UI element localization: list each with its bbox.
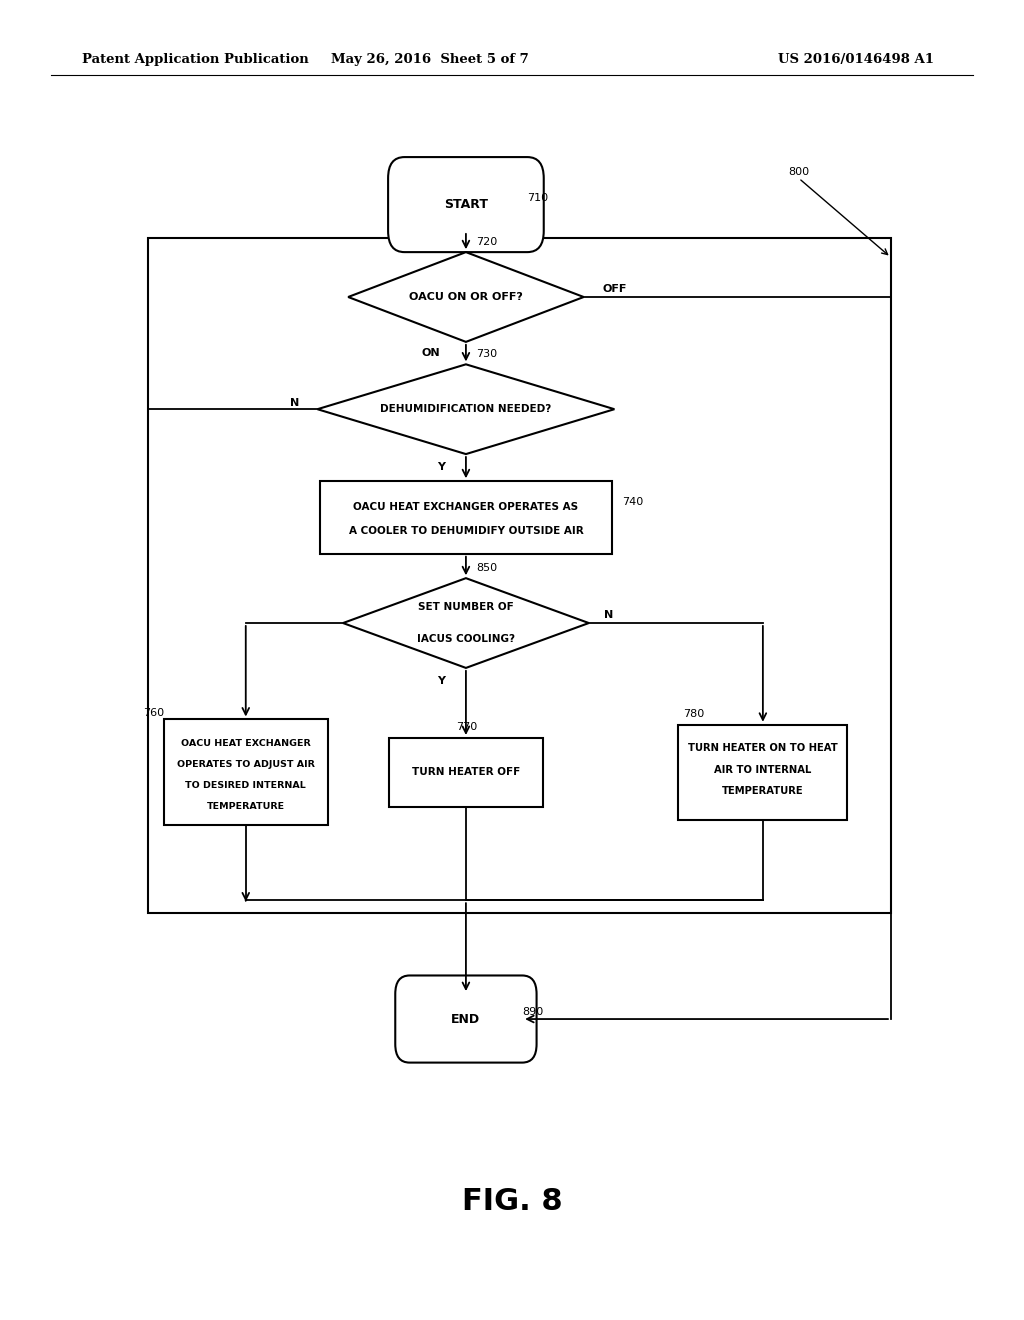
Text: 890: 890 [522, 1007, 543, 1018]
Text: SET NUMBER OF: SET NUMBER OF [418, 602, 514, 612]
Text: Y: Y [437, 676, 445, 686]
Text: IACUS COOLING?: IACUS COOLING? [417, 634, 515, 644]
Text: 720: 720 [476, 236, 498, 247]
Text: 760: 760 [143, 708, 165, 718]
Text: A COOLER TO DEHUMIDIFY OUTSIDE AIR: A COOLER TO DEHUMIDIFY OUTSIDE AIR [348, 525, 584, 536]
Text: US 2016/0146498 A1: US 2016/0146498 A1 [778, 53, 934, 66]
Text: TO DESIRED INTERNAL: TO DESIRED INTERNAL [185, 781, 306, 789]
Text: TURN HEATER ON TO HEAT: TURN HEATER ON TO HEAT [688, 743, 838, 754]
Text: OPERATES TO ADJUST AIR: OPERATES TO ADJUST AIR [177, 760, 314, 768]
Text: May 26, 2016  Sheet 5 of 7: May 26, 2016 Sheet 5 of 7 [331, 53, 529, 66]
Text: 710: 710 [527, 193, 548, 203]
Text: Patent Application Publication: Patent Application Publication [82, 53, 308, 66]
Bar [148, 238, 891, 913]
Text: TEMPERATURE: TEMPERATURE [722, 785, 804, 796]
Text: OACU HEAT EXCHANGER: OACU HEAT EXCHANGER [181, 739, 310, 747]
Text: OACU ON OR OFF?: OACU ON OR OFF? [409, 292, 523, 302]
Polygon shape [343, 578, 589, 668]
FancyBboxPatch shape [388, 157, 544, 252]
Text: OACU HEAT EXCHANGER OPERATES AS: OACU HEAT EXCHANGER OPERATES AS [353, 502, 579, 512]
FancyBboxPatch shape [395, 975, 537, 1063]
Polygon shape [348, 252, 584, 342]
Text: FIG. 8: FIG. 8 [462, 1187, 562, 1216]
Text: TEMPERATURE: TEMPERATURE [207, 803, 285, 810]
Text: 770: 770 [456, 722, 477, 733]
Text: 780: 780 [684, 709, 705, 719]
Polygon shape [317, 364, 614, 454]
Text: DEHUMIDIFICATION NEEDED?: DEHUMIDIFICATION NEEDED? [380, 404, 552, 414]
Text: END: END [452, 1012, 480, 1026]
Text: 800: 800 [788, 166, 810, 177]
Bar [164, 719, 328, 825]
Text: N: N [290, 397, 299, 408]
Bar [678, 725, 848, 820]
Text: 740: 740 [623, 496, 643, 507]
Text: 850: 850 [476, 562, 498, 573]
Text: AIR TO INTERNAL: AIR TO INTERNAL [714, 764, 812, 775]
Text: Y: Y [437, 462, 445, 473]
Bar [389, 738, 543, 807]
Bar [319, 480, 611, 554]
Text: N: N [604, 610, 613, 620]
Text: TURN HEATER OFF: TURN HEATER OFF [412, 767, 520, 777]
Text: OFF: OFF [602, 284, 627, 294]
Text: 730: 730 [476, 348, 498, 359]
Text: START: START [444, 198, 487, 211]
Text: ON: ON [422, 348, 440, 358]
